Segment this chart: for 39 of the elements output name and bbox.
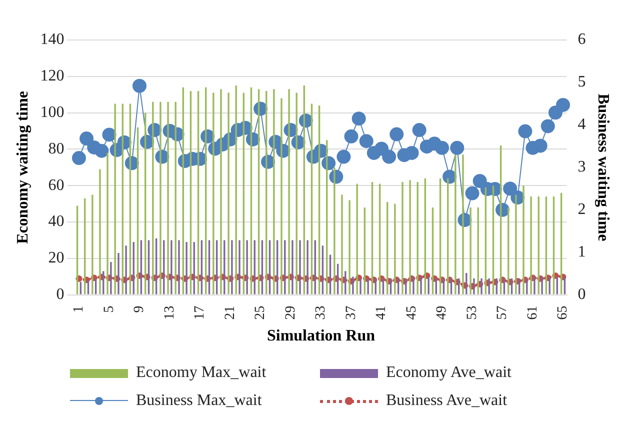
y-tick-label: 100 [40, 104, 64, 122]
x-tick-label: 61 [525, 306, 540, 320]
x-tick-label: 49 [434, 306, 450, 320]
y2-tick-label: 1 [578, 244, 586, 261]
x-tick-label: 29 [283, 306, 298, 320]
y-tick-label: 80 [48, 140, 64, 158]
y-axis-title: Economy waiting time [14, 90, 32, 244]
y2-tick-label: 5 [578, 74, 586, 91]
y2-tick-label: 6 [578, 31, 586, 48]
y-tick-label: 140 [40, 31, 64, 48]
x-tick-label: 33 [314, 306, 329, 320]
x-tick-label: 45 [404, 306, 420, 320]
y-tick-label: 0 [56, 286, 64, 304]
x-tick-label: 9 [132, 306, 148, 313]
y-tick-label: 120 [40, 68, 64, 85]
x-tick-label: 53 [464, 306, 480, 320]
y2-tick-label: 3 [578, 158, 586, 176]
x-axis-title: Simulation Run [266, 328, 376, 345]
legend-label: Business Max_wait [136, 392, 262, 410]
x-tick-label: 25 [253, 306, 268, 320]
x-tick-label: 57 [495, 306, 510, 320]
y2-tick-label: 4 [578, 116, 586, 134]
legend-label: Economy Ave_wait [386, 364, 512, 382]
x-tick-label: 5 [102, 306, 117, 313]
y-tick-label: 60 [48, 176, 64, 194]
x-tick-label: 65 [556, 306, 571, 320]
legend-label: Business Ave_wait [386, 392, 508, 410]
y2-tick-label: 0 [578, 286, 586, 304]
x-tick-label: 37 [344, 306, 359, 320]
x-tick-label: 13 [162, 306, 178, 320]
x-tick-label: 21 [222, 306, 238, 320]
legend-label: Economy Max_wait [136, 364, 266, 382]
x-tick-label: 41 [374, 306, 390, 320]
y-tick-label: 20 [48, 250, 64, 267]
y2-tick-label: 2 [578, 201, 586, 218]
x-tick-label: 1 [72, 306, 87, 313]
y-tick-label: 40 [48, 213, 64, 230]
y2-axis-title: Business waiting time [594, 94, 612, 242]
x-tick-label: 17 [192, 306, 208, 320]
